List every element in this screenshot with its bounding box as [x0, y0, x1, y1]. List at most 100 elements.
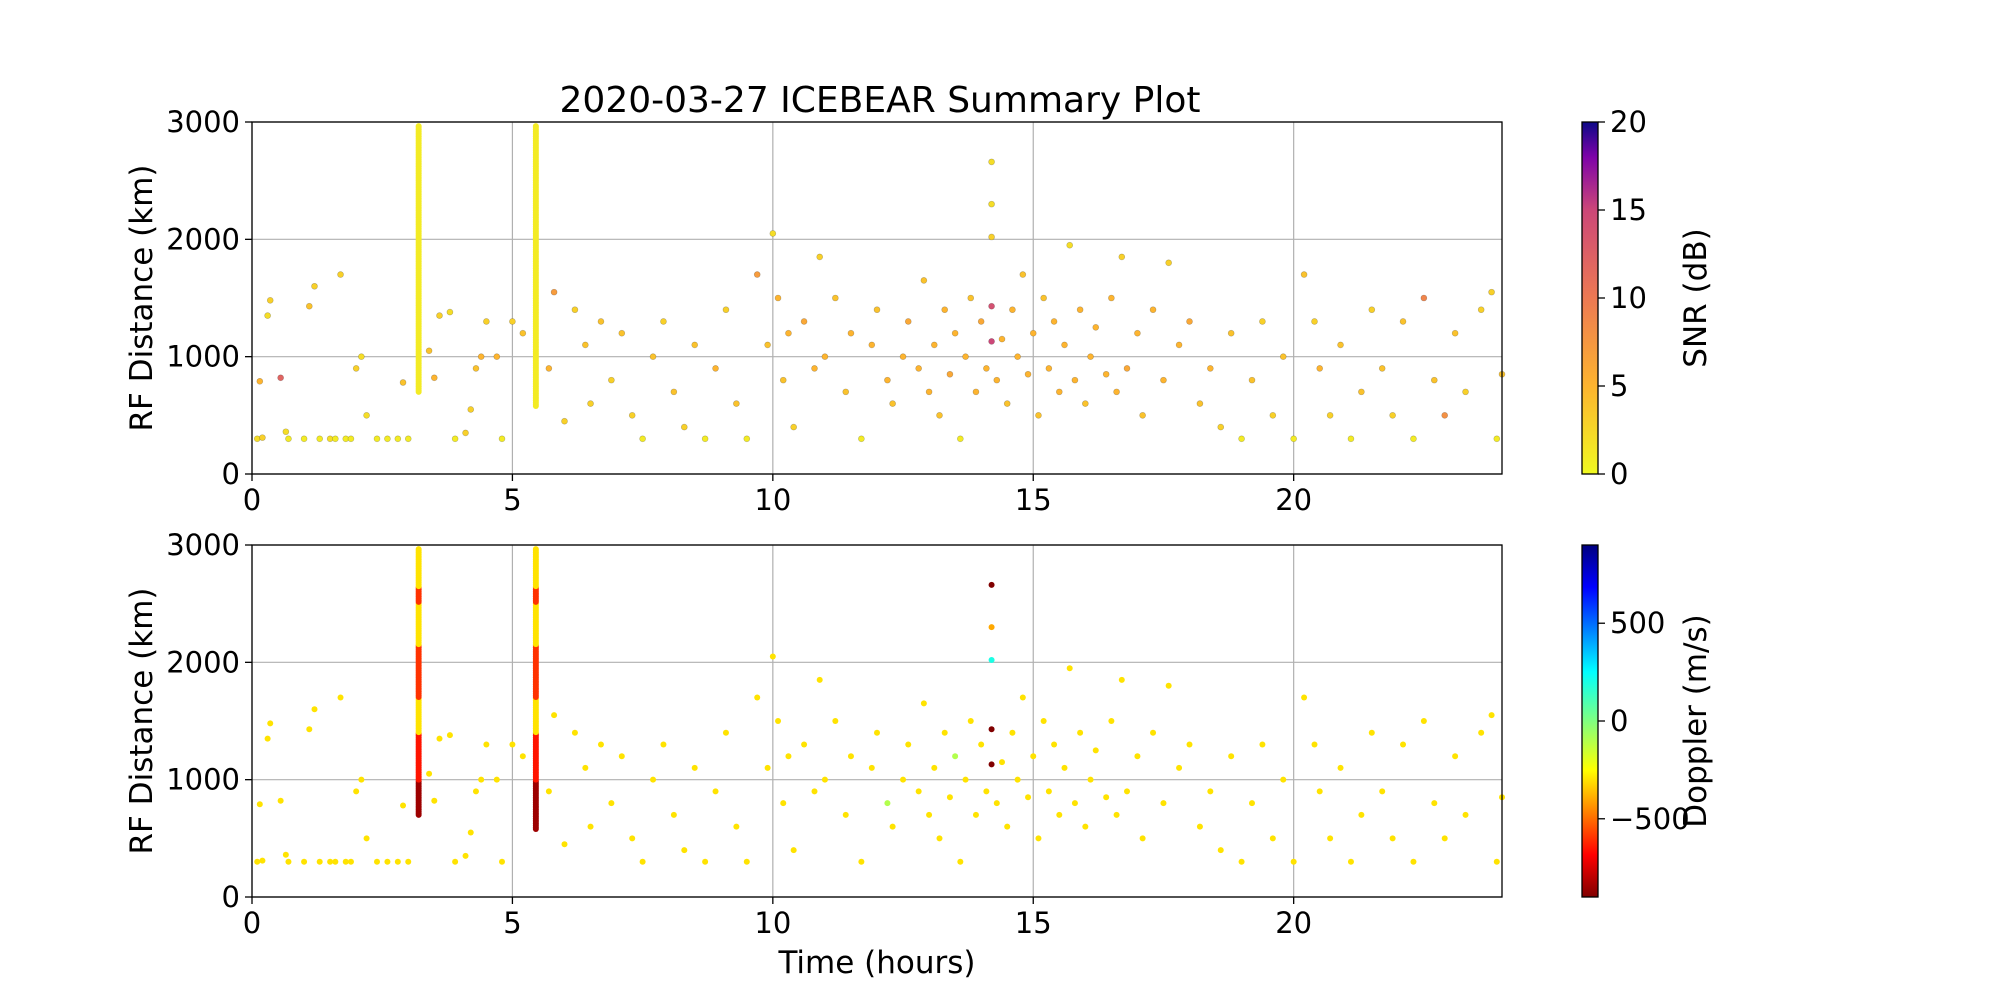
scatter-point — [1441, 835, 1448, 842]
scatter-point — [889, 823, 896, 830]
scatter-point — [874, 729, 880, 736]
scatter-point — [977, 318, 985, 325]
scatter-point — [277, 374, 284, 382]
scatter-point — [832, 294, 839, 302]
scatter-point — [691, 764, 698, 771]
scatter-point — [1269, 412, 1277, 419]
scatter-point — [1124, 788, 1130, 795]
scatter-point — [1134, 329, 1141, 337]
scatter-point — [1040, 294, 1047, 302]
scatter-point — [405, 858, 412, 865]
scatter-point — [816, 253, 824, 261]
scatter-point — [358, 353, 365, 360]
scatter-point — [785, 329, 792, 337]
scatter-point — [691, 341, 699, 349]
scatter-point — [483, 318, 490, 325]
scatter-point — [1076, 306, 1084, 314]
scatter-point — [1092, 324, 1100, 331]
colorbar-tick-label: 5 — [1610, 369, 1628, 403]
scatter-point — [1410, 435, 1417, 443]
scatter-point — [967, 718, 974, 724]
scatter-point — [1087, 353, 1094, 360]
scatter-point — [722, 729, 729, 736]
scatter-point — [926, 811, 933, 818]
scatter-point — [1316, 788, 1323, 795]
scatter-point — [608, 800, 615, 807]
scatter-point — [1071, 376, 1079, 384]
scatter-point — [1399, 318, 1407, 325]
colorbar-tick-label: −500 — [1610, 802, 1690, 836]
scatter-point — [821, 776, 828, 783]
scatter-point — [587, 400, 594, 407]
scatter-point — [545, 788, 552, 795]
scatter-point — [1259, 741, 1266, 748]
scatter-point — [1290, 435, 1297, 443]
scatter-point — [1452, 753, 1459, 760]
scatter-point — [670, 388, 678, 396]
scatter-point — [925, 388, 933, 396]
colorbar-gradient — [1582, 122, 1598, 474]
scatter-point — [1139, 412, 1146, 419]
scatter-point — [868, 764, 875, 771]
scatter-point — [1347, 858, 1354, 865]
scatter-point — [1311, 741, 1318, 748]
scatter-point — [722, 306, 730, 314]
colorbar-label: SNR (dB) — [1678, 228, 1714, 367]
colorbar: 0 5 10 15 20 SNR (dB) — [1581, 105, 1714, 491]
scatter-point — [1113, 811, 1120, 818]
scatter-point — [301, 858, 308, 865]
scatter-point — [1378, 365, 1386, 372]
scatter-point — [800, 318, 808, 325]
scatter-point — [962, 776, 969, 783]
colorbar-label: Doppler (m/s) — [1678, 614, 1714, 827]
scatter-point — [267, 720, 274, 727]
scatter-point — [1030, 753, 1037, 760]
scatter-point — [316, 858, 323, 865]
scatter-point — [780, 800, 787, 807]
scatter-point — [733, 823, 740, 830]
scatter-point — [551, 712, 558, 719]
scatter-point — [1082, 823, 1089, 830]
scatter-point — [779, 376, 787, 384]
scatter-point — [680, 423, 688, 431]
scatter-point — [1186, 318, 1193, 325]
scatter-point — [282, 428, 290, 436]
scatter-point — [587, 823, 594, 830]
scatter-point — [1279, 353, 1287, 360]
scatter-point — [1238, 435, 1245, 443]
scatter-point — [1045, 788, 1052, 795]
scatter-point — [550, 288, 558, 296]
scatter-point — [571, 729, 578, 736]
scatter-point — [1327, 835, 1334, 842]
scatter-point — [384, 435, 391, 443]
scatter-point — [1103, 794, 1110, 801]
scatter-point — [993, 800, 1000, 807]
streak-point — [532, 546, 539, 553]
scatter-point — [930, 341, 938, 349]
scatter-point — [1420, 294, 1428, 302]
scatter-point — [988, 338, 995, 345]
chart-title: 2020-03-27 ICEBEAR Summary Plot — [560, 80, 1201, 121]
scatter-point — [951, 329, 959, 337]
scatter-point — [1488, 288, 1495, 296]
scatter-point — [1430, 376, 1438, 384]
colorbar-tick-label: 500 — [1610, 606, 1665, 640]
scatter-point — [561, 417, 568, 425]
scatter-point — [374, 858, 380, 865]
scatter-point — [1326, 412, 1334, 419]
scatter-point — [1301, 694, 1308, 701]
scatter-point — [811, 788, 818, 795]
scatter-point — [1217, 423, 1225, 431]
scatter-point — [743, 858, 750, 865]
scatter-point — [311, 282, 318, 290]
scatter-point — [1149, 306, 1157, 314]
scatter-point — [1123, 365, 1131, 372]
scatter-point — [936, 835, 943, 842]
scatter-point — [1113, 388, 1120, 396]
scatter-point — [889, 400, 896, 407]
scatter-point — [1066, 241, 1074, 249]
scatter-point — [1248, 376, 1256, 384]
scatter-point — [811, 365, 818, 372]
scatter-point — [1118, 253, 1126, 261]
scatter-point — [477, 353, 485, 360]
